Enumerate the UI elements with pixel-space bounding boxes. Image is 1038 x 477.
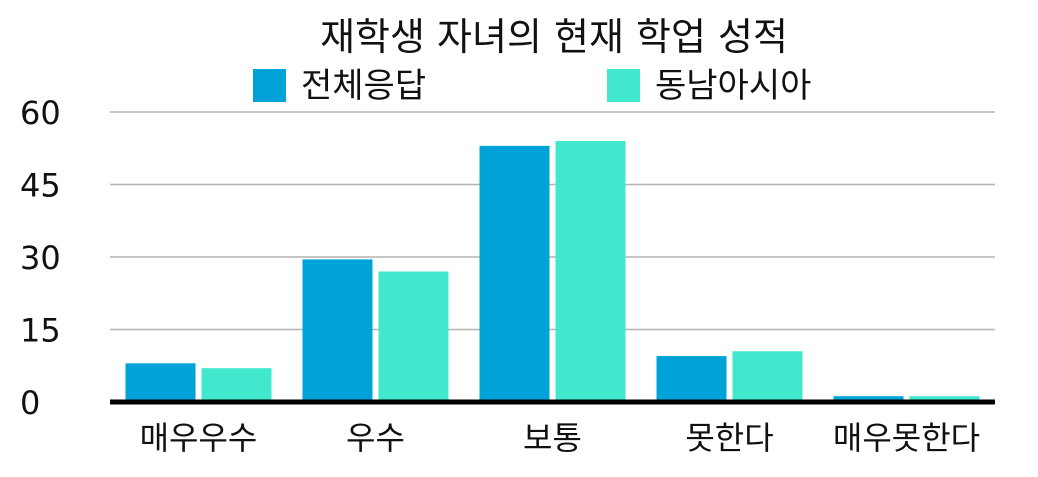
bar-series-2-못한다 [732, 351, 803, 402]
y-tick-label: 60 [20, 94, 61, 132]
y-tick-label: 30 [20, 239, 61, 277]
y-tick-label: 0 [20, 384, 40, 422]
bar-series-1-우수 [302, 259, 373, 402]
y-tick-label: 45 [20, 167, 61, 205]
legend-label-series-1: 전체응답 [301, 66, 426, 106]
bar-series-2-매우못한다 [909, 396, 980, 402]
x-category-label: 보통 [523, 419, 582, 457]
legend-swatch-series-1 [253, 69, 286, 102]
x-category-label: 우수 [346, 419, 405, 457]
y-tick-label: 15 [20, 312, 61, 350]
bar-series-1-못한다 [656, 356, 727, 402]
bar-series-2-보통 [555, 141, 626, 402]
bar-series-1-매우못한다 [833, 396, 904, 402]
legend: 전체응답 동남아시아 [253, 66, 811, 106]
grid-lines [110, 111, 995, 331]
bar-series-1-매우우수 [125, 363, 196, 402]
chart-title: 재학생 자녀의 현재 학업 성적 [320, 15, 788, 59]
y-axis-ticks: 0 15 30 45 60 [20, 94, 61, 422]
legend-label-series-2: 동남아시아 [655, 66, 811, 106]
bar-series-2-매우우수 [201, 368, 272, 402]
x-axis-categories: 매우우수 우수 보통 못한다 매우못한다 [140, 419, 980, 457]
bars [125, 141, 980, 403]
x-category-label: 못한다 [685, 419, 773, 457]
x-category-label: 매우우수 [140, 419, 258, 457]
legend-swatch-series-2 [607, 69, 640, 102]
x-category-label: 매우못한다 [833, 419, 980, 457]
bar-series-2-우수 [378, 271, 449, 402]
bar-series-1-보통 [479, 145, 550, 403]
